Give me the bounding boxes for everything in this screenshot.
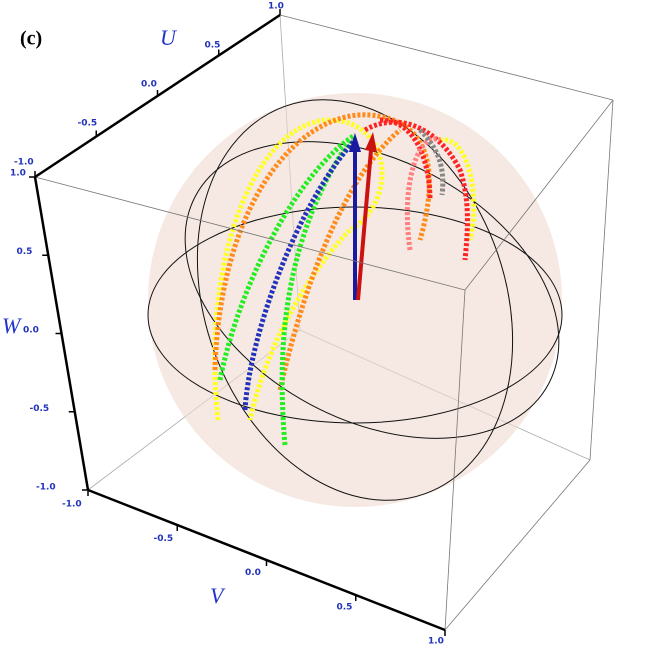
tick-label: 0.0	[245, 568, 261, 578]
tick-label: 1.0	[10, 169, 26, 179]
tick-label: -0.5	[30, 404, 50, 414]
axis-label: U	[160, 25, 178, 50]
box-front	[34, 14, 614, 631]
tick-label: -1.0	[36, 483, 56, 493]
tick-label: 1.0	[428, 637, 444, 647]
tick-label: -1.0	[62, 500, 82, 510]
axis-label: V	[210, 583, 226, 608]
tick-label: 0.0	[23, 326, 39, 336]
tick-label: -0.5	[154, 534, 174, 544]
tick-label: 0.5	[17, 247, 33, 257]
tick-label: 0.5	[337, 602, 353, 612]
tick-label: 0.0	[141, 80, 157, 90]
ticks: -1.0-0.50.00.51.0-1.0-0.50.00.51.0-1.0-0…	[10, 2, 446, 647]
tick-label: -1.0	[14, 158, 34, 168]
axis-label: W	[2, 313, 22, 338]
tick-label: -0.5	[78, 119, 98, 129]
tick-label: 1.0	[268, 2, 284, 12]
trajectories	[212, 112, 477, 446]
tick-label: 0.5	[205, 41, 221, 51]
panel-label: (c)	[20, 28, 42, 50]
vectors	[349, 132, 377, 301]
